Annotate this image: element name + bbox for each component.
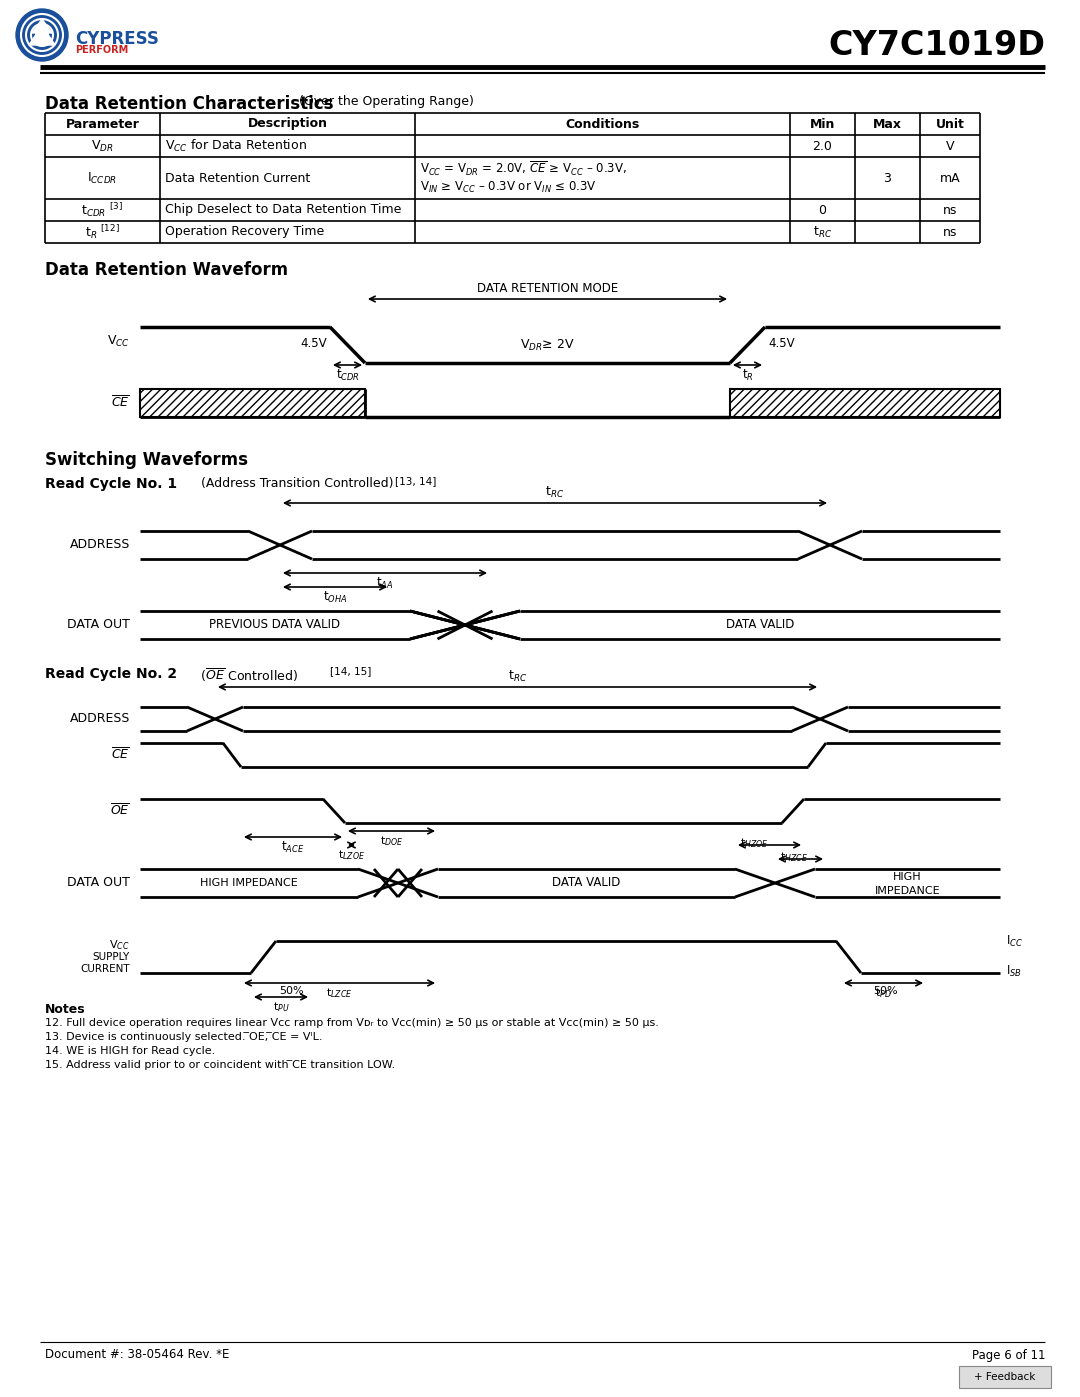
Text: ADDRESS: ADDRESS bbox=[69, 538, 130, 552]
Text: t$_{PU}$: t$_{PU}$ bbox=[272, 1000, 289, 1014]
FancyBboxPatch shape bbox=[959, 1366, 1051, 1389]
Text: DATA RETENTION MODE: DATA RETENTION MODE bbox=[477, 282, 618, 295]
Text: HIGH IMPEDANCE: HIGH IMPEDANCE bbox=[200, 877, 298, 888]
Text: 4.5V: 4.5V bbox=[768, 337, 795, 349]
Text: t$_{CDR}$: t$_{CDR}$ bbox=[336, 367, 360, 383]
Text: t$_{RC}$: t$_{RC}$ bbox=[813, 225, 832, 239]
Text: [13, 14]: [13, 14] bbox=[395, 476, 436, 486]
Text: I$_{CCDR}$: I$_{CCDR}$ bbox=[87, 170, 118, 186]
Text: V$_{CC}$ for Data Retention: V$_{CC}$ for Data Retention bbox=[165, 138, 307, 154]
Text: Conditions: Conditions bbox=[565, 117, 639, 130]
Text: V$_{IN}$ ≥ V$_{CC}$ – 0.3V or V$_{IN}$ ≤ 0.3V: V$_{IN}$ ≥ V$_{CC}$ – 0.3V or V$_{IN}$ ≤… bbox=[420, 179, 596, 194]
Text: [14, 15]: [14, 15] bbox=[330, 666, 372, 676]
Text: PERFORM: PERFORM bbox=[75, 45, 129, 54]
Text: V$_{DR}$: V$_{DR}$ bbox=[91, 138, 113, 154]
Text: t$_{RC}$: t$_{RC}$ bbox=[508, 669, 527, 685]
Text: Document #: 38-05464 Rev. *E: Document #: 38-05464 Rev. *E bbox=[45, 1348, 229, 1362]
Text: Description: Description bbox=[247, 117, 327, 130]
Text: I$_{SB}$: I$_{SB}$ bbox=[1005, 964, 1022, 978]
Text: 12. Full device operation requires linear Vᴄᴄ ramp from Vᴅᵣ to Vᴄᴄ(min) ≥ 50 μs : 12. Full device operation requires linea… bbox=[45, 1018, 659, 1028]
Text: (Over the Operating Range): (Over the Operating Range) bbox=[295, 95, 474, 108]
Text: 3: 3 bbox=[883, 172, 891, 184]
Text: 0: 0 bbox=[819, 204, 826, 217]
Text: Read Cycle No. 2: Read Cycle No. 2 bbox=[45, 666, 177, 680]
Text: ADDRESS: ADDRESS bbox=[69, 712, 130, 725]
Text: V$_{CC}$ = V$_{DR}$ = 2.0V, $\overline{CE}$ ≥ V$_{CC}$ – 0.3V,: V$_{CC}$ = V$_{DR}$ = 2.0V, $\overline{C… bbox=[420, 161, 626, 177]
Text: t$_{HZOE}$: t$_{HZOE}$ bbox=[740, 835, 769, 849]
Text: 50%: 50% bbox=[874, 986, 899, 996]
Text: Max: Max bbox=[873, 117, 902, 130]
Text: Page 6 of 11: Page 6 of 11 bbox=[972, 1348, 1045, 1362]
Text: t$_{R}$: t$_{R}$ bbox=[742, 367, 754, 383]
Text: I$_{CC}$: I$_{CC}$ bbox=[1005, 933, 1023, 949]
Text: Switching Waveforms: Switching Waveforms bbox=[45, 451, 248, 469]
Text: Operation Recovery Time: Operation Recovery Time bbox=[165, 225, 324, 239]
Wedge shape bbox=[16, 8, 68, 61]
Text: ns: ns bbox=[943, 225, 957, 239]
Text: HIGH: HIGH bbox=[893, 872, 922, 882]
Text: Chip Deselect to Data Retention Time: Chip Deselect to Data Retention Time bbox=[165, 204, 402, 217]
Text: t$_{PD}$: t$_{PD}$ bbox=[875, 986, 892, 1000]
Text: DATA OUT: DATA OUT bbox=[67, 619, 130, 631]
Text: 2.0: 2.0 bbox=[812, 140, 833, 152]
Text: mA: mA bbox=[940, 172, 960, 184]
Text: 14. WE is HIGH for Read cycle.: 14. WE is HIGH for Read cycle. bbox=[45, 1046, 215, 1056]
Text: t$_{HZCE}$: t$_{HZCE}$ bbox=[780, 851, 808, 863]
Text: t$_{CDR}$ $^{[3]}$: t$_{CDR}$ $^{[3]}$ bbox=[81, 201, 123, 219]
Text: Notes: Notes bbox=[45, 1003, 85, 1016]
Text: 15. Address valid prior to or coincident with ̅CE transition LOW.: 15. Address valid prior to or coincident… bbox=[45, 1060, 395, 1070]
Text: t$_{RC}$: t$_{RC}$ bbox=[545, 485, 565, 500]
Text: 4.5V: 4.5V bbox=[300, 337, 327, 349]
Text: t$_{AA}$: t$_{AA}$ bbox=[376, 576, 394, 591]
Text: $\overline{CE}$: $\overline{CE}$ bbox=[111, 395, 130, 411]
Text: V$_{CC}$: V$_{CC}$ bbox=[107, 334, 130, 348]
Text: V: V bbox=[946, 140, 955, 152]
Text: t$_{LZCE}$: t$_{LZCE}$ bbox=[326, 986, 353, 1000]
Text: $\overline{CE}$: $\overline{CE}$ bbox=[111, 747, 130, 763]
Text: 13. Device is continuously selected. ̅OE, ̅CE = VᴵL.: 13. Device is continuously selected. ̅OE… bbox=[45, 1032, 323, 1042]
Text: ($\overline{OE}$ Controlled): ($\overline{OE}$ Controlled) bbox=[197, 666, 299, 685]
Text: DATA VALID: DATA VALID bbox=[552, 876, 621, 890]
Text: Read Cycle No. 1: Read Cycle No. 1 bbox=[45, 476, 177, 490]
Polygon shape bbox=[29, 20, 55, 45]
Text: CURRENT: CURRENT bbox=[80, 964, 130, 974]
Text: IMPEDANCE: IMPEDANCE bbox=[875, 886, 941, 895]
Text: V$_{DR}$≥ 2V: V$_{DR}$≥ 2V bbox=[521, 338, 575, 352]
Text: CYPRESS: CYPRESS bbox=[75, 29, 159, 47]
Text: (Address Transition Controlled): (Address Transition Controlled) bbox=[197, 476, 397, 490]
Text: $\overline{OE}$: $\overline{OE}$ bbox=[110, 803, 130, 819]
Text: + Feedback: + Feedback bbox=[974, 1372, 1036, 1382]
Text: t$_{OHA}$: t$_{OHA}$ bbox=[323, 590, 348, 605]
Text: t$_{ACE}$: t$_{ACE}$ bbox=[282, 840, 305, 855]
Text: PREVIOUS DATA VALID: PREVIOUS DATA VALID bbox=[210, 619, 340, 631]
Text: t$_{R}$ $^{[12]}$: t$_{R}$ $^{[12]}$ bbox=[85, 224, 120, 242]
Text: SUPPLY: SUPPLY bbox=[93, 951, 130, 963]
Text: t$_{LZOE}$: t$_{LZOE}$ bbox=[338, 848, 365, 862]
Text: t$_{DOE}$: t$_{DOE}$ bbox=[380, 834, 403, 848]
Text: CY7C1019D: CY7C1019D bbox=[828, 29, 1045, 61]
Text: Data Retention Current: Data Retention Current bbox=[165, 172, 310, 184]
Text: 50%: 50% bbox=[279, 986, 303, 996]
Text: Data Retention Characteristics: Data Retention Characteristics bbox=[45, 95, 334, 113]
Text: V$_{CC}$: V$_{CC}$ bbox=[109, 939, 130, 951]
Text: ns: ns bbox=[943, 204, 957, 217]
Text: Data Retention Waveform: Data Retention Waveform bbox=[45, 261, 288, 279]
Bar bbox=[140, 388, 365, 416]
Text: DATA OUT: DATA OUT bbox=[67, 876, 130, 890]
Text: Unit: Unit bbox=[935, 117, 964, 130]
Text: Parameter: Parameter bbox=[66, 117, 139, 130]
Text: DATA VALID: DATA VALID bbox=[726, 619, 794, 631]
Text: Min: Min bbox=[810, 117, 835, 130]
Bar bbox=[730, 388, 1000, 416]
